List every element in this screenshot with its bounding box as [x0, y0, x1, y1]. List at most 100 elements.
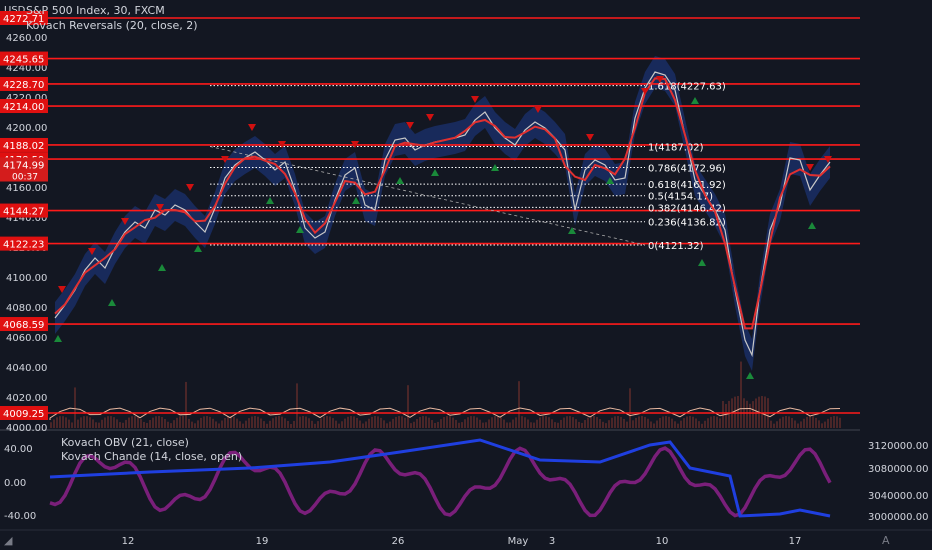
volume-bar	[719, 418, 721, 428]
volume-bar	[233, 416, 235, 428]
level-tag-label: 4144.27	[3, 207, 44, 218]
volume-bar	[533, 422, 535, 428]
indicator-legend[interactable]: Kovach Reversals (20, close, 2)	[26, 19, 198, 32]
level-tag-label: 4068.59	[3, 320, 44, 331]
volume-bar	[224, 418, 226, 428]
currency-label: USD	[4, 5, 26, 16]
buy-arrow-icon	[108, 299, 116, 306]
volume-bar	[341, 421, 343, 428]
volume-bar	[671, 418, 673, 428]
volume-bar	[620, 416, 622, 428]
volume-bar	[137, 417, 139, 428]
volume-bar	[371, 416, 373, 428]
sell-arrow-icon	[471, 96, 479, 103]
volume-bar	[701, 423, 703, 428]
volume-bar	[428, 417, 430, 428]
level-tag-bg	[0, 51, 48, 66]
volume-bar	[491, 417, 493, 428]
volume-bar	[389, 421, 391, 428]
volume-bar	[95, 422, 97, 428]
volume-bar	[473, 416, 475, 428]
volume-bar	[647, 418, 649, 428]
volume-bar	[476, 417, 478, 428]
volume-bar	[74, 387, 76, 428]
volume-bar	[269, 420, 271, 428]
volume-bar	[338, 423, 340, 428]
volume-bar	[116, 419, 118, 428]
sell-arrow-icon	[351, 141, 359, 148]
buy-arrow-icon	[266, 197, 274, 204]
volume-bar	[578, 421, 580, 428]
volume-bar	[251, 416, 253, 428]
volume-bar	[344, 418, 346, 428]
volume-bar	[308, 418, 310, 428]
volume-bar	[566, 416, 568, 428]
volume-bar	[143, 421, 145, 428]
volume-bar	[749, 403, 751, 428]
volume-bar	[212, 418, 214, 428]
buy-arrow-icon	[352, 197, 360, 204]
chande-name: Kovach Chande (14, close, open)	[61, 450, 243, 463]
obv-legend[interactable]: Kovach OBV (21, close)	[61, 436, 189, 449]
volume-bar	[368, 418, 370, 428]
buy-arrow-icon	[691, 97, 699, 104]
volume-bar	[188, 418, 190, 428]
volume-bar	[797, 423, 799, 428]
fib-level-label: 0.618(4161.92)	[648, 180, 726, 191]
volume-bar	[830, 416, 832, 428]
volume-bar	[149, 420, 151, 428]
volume-bar	[518, 381, 520, 428]
fib-level-label: 0.236(4136.82)	[648, 218, 726, 229]
volume-bar	[803, 418, 805, 428]
volume-bar	[779, 418, 781, 428]
tradingview-logo-icon[interactable]: ◢	[4, 534, 13, 547]
buy-arrow-icon	[431, 169, 439, 176]
volume-bar	[260, 418, 262, 428]
level-tag-bg	[0, 203, 48, 218]
fib-level-label: 1(4187.02)	[648, 142, 704, 153]
price-axis-label: 4040.00	[6, 363, 47, 374]
volume-bar	[230, 416, 232, 428]
volume-bar	[761, 396, 763, 428]
volume-bar	[512, 419, 514, 428]
volume-bar	[548, 417, 550, 428]
volume-bar	[485, 422, 487, 428]
buy-arrow-icon	[568, 227, 576, 234]
volume-bar	[125, 419, 127, 428]
volume-bar	[416, 419, 418, 428]
volume-bar	[104, 417, 106, 428]
volume-bar	[569, 416, 571, 428]
volume-bar	[677, 423, 679, 428]
volume-bar	[335, 420, 337, 428]
volume-bar	[602, 421, 604, 428]
chande-axis-label: 0.00	[4, 478, 26, 489]
volume-bar	[656, 420, 658, 428]
sell-arrow-icon	[534, 106, 542, 113]
volume-layer	[49, 361, 841, 428]
volume-bar	[773, 423, 775, 428]
volume-bar	[494, 416, 496, 428]
volume-bar	[725, 403, 727, 428]
volume-bar	[287, 420, 289, 428]
volume-bar	[59, 416, 61, 428]
volume-bar	[83, 416, 85, 428]
volume-bar	[482, 422, 484, 428]
volume-bar	[413, 421, 415, 428]
volume-bar	[296, 383, 298, 428]
volume-bar	[488, 419, 490, 428]
chande-legend[interactable]: Kovach Chande (14, close, open)	[61, 450, 242, 463]
volume-bar	[332, 418, 334, 428]
volume-bar	[284, 418, 286, 428]
obv-axis-label: 3000000.00	[868, 512, 928, 523]
auto-scale-icon[interactable]: A	[882, 534, 890, 547]
volume-bar	[659, 418, 661, 428]
volume-bar	[506, 422, 508, 428]
volume-bar	[170, 423, 172, 428]
volume-bar	[542, 416, 544, 428]
volume-bar	[665, 416, 667, 428]
volume-bar	[554, 422, 556, 428]
volume-bar	[791, 418, 793, 428]
